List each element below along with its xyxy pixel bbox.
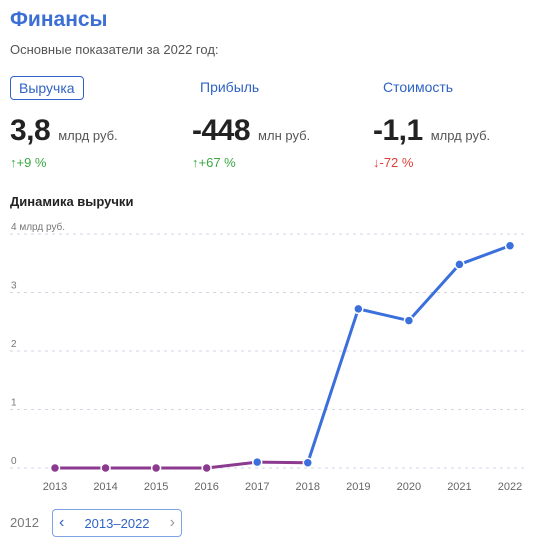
- series-segment: [407, 262, 461, 323]
- data-point: [150, 462, 162, 474]
- revenue-line-chart: 0 1 2 3 4 млрд руб. 2013 2014 2015 2016 2017 2018 2…: [10, 221, 525, 493]
- data-point: [302, 457, 314, 468]
- profit-value: -448: [192, 114, 251, 147]
- x-tick-label: 2018: [296, 481, 320, 493]
- y-tick-label: 4 млрд руб.: [11, 221, 65, 233]
- profit-unit: млн руб.: [258, 128, 311, 143]
- chevron-left-icon[interactable]: ‹: [59, 514, 65, 531]
- chart-title: Динамика выручки: [10, 194, 134, 209]
- x-tick-label: 2022: [498, 481, 522, 493]
- y-tick-label: 2: [11, 339, 17, 350]
- y-tick-label: 0: [11, 456, 17, 467]
- data-point: [403, 315, 415, 326]
- tab-revenue[interactable]: Выручка: [10, 76, 84, 100]
- y-tick-label: 1: [11, 398, 17, 409]
- value-change: ↓-72 %: [373, 155, 414, 170]
- series-segment: [255, 460, 310, 465]
- series-segment: [457, 244, 512, 266]
- profit-change: ↑+67 %: [192, 155, 236, 170]
- profit-value-block: -448 млн руб.: [192, 114, 310, 148]
- value-value-block: -1,1 млрд руб.: [373, 114, 490, 148]
- data-point: [454, 259, 465, 270]
- y-tick-label: 3: [11, 281, 17, 292]
- data-point: [504, 240, 516, 251]
- data-point: [100, 462, 111, 474]
- x-tick-label: 2021: [447, 481, 471, 493]
- value-unit: млрд руб.: [430, 128, 491, 143]
- x-tick-label: 2016: [194, 481, 218, 493]
- value-value: -1,1: [373, 114, 423, 147]
- range-label: 2013–2022: [84, 515, 150, 531]
- range-start-year[interactable]: 2012: [10, 515, 39, 530]
- tab-profit[interactable]: Прибыль: [200, 79, 260, 95]
- page-subtitle: Основные показатели за 2022 год:: [10, 42, 219, 57]
- range-selector: ‹ 2013–2022 ›: [52, 509, 182, 537]
- revenue-change: ↑+9 %: [10, 155, 47, 170]
- data-point: [49, 462, 61, 474]
- revenue-value-block: 3,8 млрд руб.: [10, 114, 118, 148]
- data-point: [201, 462, 212, 474]
- series-segment: [205, 460, 259, 470]
- data-point: [251, 456, 263, 468]
- x-tick-label: 2013: [43, 481, 67, 493]
- revenue-unit: млрд руб.: [58, 128, 118, 143]
- x-tick-label: 2020: [397, 481, 421, 493]
- revenue-value: 3,8: [10, 114, 51, 147]
- tab-value[interactable]: Стоимость: [383, 79, 454, 95]
- x-tick-label: 2015: [144, 481, 168, 493]
- series-segment: [306, 307, 360, 465]
- data-point: [353, 303, 364, 315]
- x-tick-label: 2017: [245, 481, 269, 493]
- series-segment: [356, 307, 411, 323]
- chevron-right-icon[interactable]: ›: [169, 514, 175, 531]
- x-tick-label: 2014: [93, 481, 117, 493]
- x-tick-label: 2019: [346, 481, 370, 493]
- page-title: Финансы: [10, 8, 108, 31]
